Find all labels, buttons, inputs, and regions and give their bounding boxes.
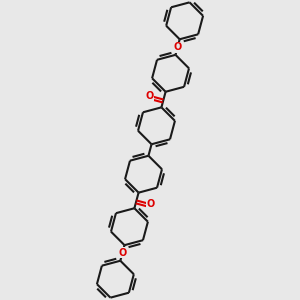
Text: O: O	[145, 91, 153, 101]
Text: O: O	[173, 42, 182, 52]
Text: O: O	[147, 199, 155, 209]
Text: O: O	[118, 248, 127, 258]
